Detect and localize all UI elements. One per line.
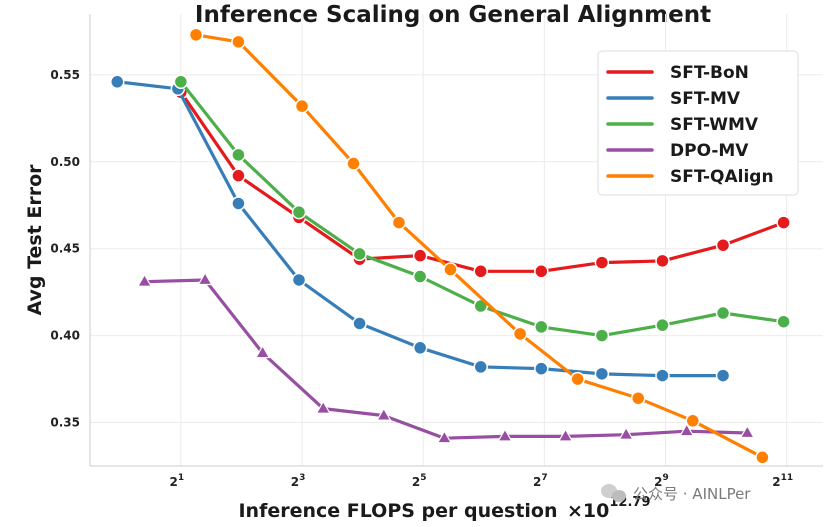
y-tick-labels: 0.35 0.40 0.45 0.50 0.55 — [50, 68, 80, 430]
x-tick-label: 23 — [291, 473, 306, 489]
watermark: 公众号 · AINLPer — [601, 484, 751, 503]
wechat-icon — [601, 484, 626, 502]
plot-area — [89, 14, 823, 467]
y-tick-label: 0.35 — [50, 416, 80, 430]
data-point-dpo-mv — [679, 423, 695, 437]
series-sft-qalign — [188, 27, 770, 465]
series-dpo-mv — [136, 271, 755, 444]
data-point-sft-wmv — [715, 305, 731, 321]
x-tick-label: 211 — [772, 473, 793, 489]
y-tick-label: 0.50 — [50, 155, 80, 169]
x-axis-label: Inference FLOPS per question — [238, 500, 557, 522]
data-point-sft-wmv — [352, 246, 367, 262]
x-tick-labels: 21 23 25 27 29 211 — [170, 473, 794, 489]
data-point-sft-qalign — [755, 450, 770, 465]
data-point-sft-qalign — [512, 326, 528, 342]
data-point-sft-bon — [231, 168, 246, 183]
x-tick-label: 25 — [412, 473, 427, 489]
chart-title: Inference Scaling on General Alignment — [195, 2, 711, 28]
data-point-sft-qalign — [391, 215, 407, 230]
data-point-dpo-mv — [254, 344, 271, 359]
series-sft-mv — [110, 74, 731, 383]
data-point-dpo-mv — [376, 407, 392, 421]
data-point-sft-wmv — [534, 319, 549, 335]
data-point-sft-qalign — [443, 262, 458, 277]
data-point-dpo-mv — [739, 424, 755, 439]
data-point-sft-mv — [594, 366, 610, 382]
legend-frame — [597, 50, 799, 196]
data-point-sft-wmv — [594, 328, 610, 343]
data-point-sft-wmv — [291, 204, 307, 220]
data-point-sft-wmv — [412, 269, 428, 284]
y-tick-label: 0.55 — [50, 68, 80, 82]
data-point-sft-mv — [655, 368, 670, 383]
data-point-sft-wmv — [173, 74, 189, 90]
legend-label-sft-bon: SFT-BoN — [670, 63, 749, 83]
data-point-sft-mv — [110, 74, 125, 90]
data-point-sft-mv — [534, 361, 549, 376]
y-axis-label: Avg Test Error — [24, 164, 46, 316]
data-point-sft-wmv — [231, 147, 246, 163]
data-point-sft-bon — [715, 237, 731, 253]
x-tick-label: 27 — [533, 473, 548, 489]
legend-label-sft-qalign: SFT-QAlign — [670, 167, 774, 187]
legend: SFT-BoN SFT-MV SFT-WMV DPO-MV SFT-QAlign — [597, 50, 799, 196]
x-tick-label: 29 — [654, 473, 669, 489]
y-tick-label: 0.40 — [50, 329, 80, 343]
data-point-sft-qalign — [630, 390, 646, 406]
data-point-sft-bon — [534, 264, 549, 279]
data-point-sft-wmv — [776, 314, 791, 329]
x-tick-label: 21 — [170, 473, 185, 489]
data-point-sft-wmv — [655, 317, 670, 333]
data-point-dpo-mv — [436, 429, 453, 444]
data-point-sft-qalign — [294, 98, 310, 114]
data-point-sft-bon — [594, 255, 610, 270]
legend-label-sft-wmv: SFT-WMV — [670, 115, 759, 135]
watermark-text: 公众号 · AINLPer — [633, 485, 751, 503]
legend-label-dpo-mv: DPO-MV — [670, 141, 749, 161]
data-point-sft-mv — [473, 359, 488, 375]
data-point-dpo-mv — [315, 400, 331, 414]
data-point-sft-qalign — [346, 156, 361, 171]
data-point-sft-qalign — [570, 371, 585, 387]
series-layer — [110, 27, 791, 465]
data-point-sft-qalign — [685, 413, 701, 429]
data-point-sft-mv — [352, 316, 367, 331]
data-point-dpo-mv — [618, 426, 634, 440]
series-sft-bon — [173, 84, 791, 279]
data-point-sft-bon — [776, 215, 791, 230]
data-point-sft-mv — [291, 272, 307, 288]
data-point-dpo-mv — [136, 273, 153, 287]
y-tick-label: 0.45 — [50, 242, 80, 256]
data-point-dpo-mv — [557, 428, 574, 442]
series-sft-wmv — [173, 74, 791, 343]
legend-label-sft-mv: SFT-MV — [670, 89, 741, 109]
data-point-sft-mv — [412, 340, 428, 356]
series-line-dpo-mv — [142, 278, 749, 440]
data-point-sft-mv — [231, 196, 246, 211]
data-point-dpo-mv — [197, 271, 213, 286]
x-multiplier-base: ×10 — [567, 500, 609, 522]
data-point-sft-bon — [473, 264, 488, 279]
data-point-dpo-mv — [497, 428, 513, 442]
data-point-sft-qalign — [231, 34, 246, 50]
data-point-sft-qalign — [188, 27, 204, 43]
data-point-sft-bon — [412, 248, 428, 263]
data-point-sft-mv — [715, 368, 731, 383]
data-point-sft-bon — [655, 253, 670, 269]
